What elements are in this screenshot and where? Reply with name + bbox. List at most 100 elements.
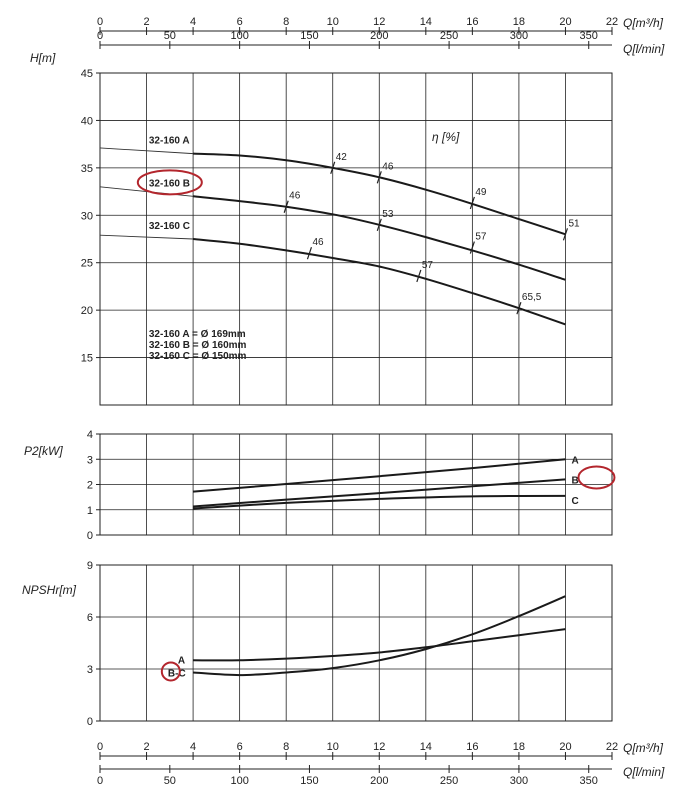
bottom-lmin-axis-tick-label-1: 50 xyxy=(164,775,176,787)
efficiency-mark-7 xyxy=(306,247,313,260)
top-m3h-axis-tick-label-11: 22 xyxy=(606,16,618,28)
bottom-m3h-axis-tick-label-4: 8 xyxy=(283,741,289,753)
npsh-axis-title: NPSHr[m] xyxy=(22,583,77,597)
efficiency-label-4: 46 xyxy=(289,191,301,202)
efficiency-label-2: 49 xyxy=(475,187,487,198)
bottom-m3h-axis-tick-label-10: 20 xyxy=(559,741,571,753)
diameter-legend-0: 32-160 A = Ø 169mm xyxy=(149,329,246,340)
efficiency-mark-8 xyxy=(416,269,422,283)
bottom-lmin-axis-tick-label-2: 100 xyxy=(230,775,248,787)
efficiency-label-0: 42 xyxy=(336,152,348,163)
bottom-lmin-axis-tick-label-6: 300 xyxy=(510,775,528,787)
top-m3h-axis-tick-label-6: 12 xyxy=(373,16,385,28)
bottom-x-axis-lmin: 0 50 100 150 200 250 300 350 xyxy=(97,765,612,787)
bottom-m3h-axis-tick-label-9: 18 xyxy=(513,741,525,753)
top-m3h-axis-tick-label-3: 6 xyxy=(237,16,243,28)
top-m3h-axis-tick-label-10: 20 xyxy=(559,16,571,28)
efficiency-label-5: 53 xyxy=(382,209,394,220)
efficiency-mark-4 xyxy=(283,200,289,213)
head-curve-c xyxy=(192,238,566,326)
top-m3h-axis-tick-label-2: 4 xyxy=(190,16,196,28)
npsh-frame xyxy=(99,564,613,722)
bottom-m3h-axis-tick-label-0: 0 xyxy=(97,741,103,753)
head-curve-label-b: 32-160 B xyxy=(149,178,190,189)
top-m3h-axis-tick-label-4: 8 xyxy=(283,16,289,28)
power-curve-c xyxy=(193,494,566,510)
top-m3h-axis-tick-label-1: 2 xyxy=(143,16,149,28)
top-m3h-axis-tick-label-5: 10 xyxy=(327,16,339,28)
top-m3h-axis-tick-label-0: 0 xyxy=(97,16,103,28)
head-ytick-label-4: 35 xyxy=(81,163,93,175)
top-x-axis-lmin-title: Q[l/min] xyxy=(623,42,665,56)
top-lmin-axis-tick-label-1: 50 xyxy=(164,30,176,42)
head-curve-label-a: 32-160 A xyxy=(149,136,190,147)
efficiency-mark-6 xyxy=(469,241,475,254)
bottom-lmin-axis-tick-label-0: 0 xyxy=(97,775,103,787)
head-frame xyxy=(99,72,613,406)
efficiency-label-7: 46 xyxy=(312,237,324,248)
power-ytick-label-0: 0 xyxy=(87,530,93,542)
top-m3h-axis-tick-label-8: 16 xyxy=(466,16,478,28)
bottom-lmin-axis-tick-label-5: 250 xyxy=(440,775,458,787)
top-lmin-axis-tick-label-2: 100 xyxy=(230,30,248,42)
npsh-curve-a xyxy=(193,628,566,662)
bottom-m3h-axis-tick-label-2: 4 xyxy=(190,741,196,753)
top-x-axis-m3h-title: Q[m³/h] xyxy=(623,16,664,30)
efficiency-mark-5 xyxy=(376,218,382,231)
npsh-label-bc: B-C xyxy=(168,668,186,679)
power-ytick-label-3: 3 xyxy=(87,454,93,466)
efficiency-mark-2 xyxy=(469,196,475,210)
power-curve-label-b: B xyxy=(571,475,578,486)
power-ytick-label-4: 4 xyxy=(87,429,93,441)
head-ytick-label-0: 15 xyxy=(81,353,93,365)
top-lmin-axis-tick-label-4: 200 xyxy=(370,30,388,42)
top-m3h-axis-tick-label-7: 14 xyxy=(420,16,432,28)
power-axis-title: P2[kW] xyxy=(24,444,63,458)
head-ytick-label-1: 20 xyxy=(81,305,93,317)
npsh-panel: 0 3 6 9 A B-C xyxy=(87,560,613,728)
diameter-legend-1: 32-160 B = Ø 160mm xyxy=(149,340,247,351)
highlight-power-b-circle xyxy=(577,465,616,490)
top-lmin-axis-tick-label-6: 300 xyxy=(510,30,528,42)
power-curve-a xyxy=(193,458,566,493)
efficiency-mark-0 xyxy=(330,161,336,175)
head-ytick-label-6: 45 xyxy=(81,68,93,80)
head-curve-label-c: 32-160 C xyxy=(149,221,190,232)
power-curve-label-a: A xyxy=(571,455,578,466)
bottom-m3h-axis-tick-label-1: 2 xyxy=(143,741,149,753)
head-ytick-label-5: 40 xyxy=(81,115,93,127)
bottom-lmin-axis-tick-label-7: 350 xyxy=(580,775,598,787)
npsh-ytick-label-1: 3 xyxy=(87,664,93,676)
head-ytick-label-2: 25 xyxy=(81,258,93,270)
bottom-m3h-axis-tick-label-3: 6 xyxy=(237,741,243,753)
top-x-axis-m3h: 0 2 4 6 8 10 12 14 16 18 20 22 xyxy=(97,16,618,35)
npsh-curve-b-c xyxy=(193,595,566,677)
top-lmin-axis-tick-label-7: 350 xyxy=(580,30,598,42)
npsh-label-a: A xyxy=(178,655,185,666)
head-ytick-label-3: 30 xyxy=(81,210,93,222)
highlight-b-ellipse xyxy=(136,169,203,196)
efficiency-label-8: 57 xyxy=(422,260,434,271)
npsh-ytick-label-2: 6 xyxy=(87,612,93,624)
npsh-ytick-label-0: 0 xyxy=(87,716,93,728)
bottom-m3h-axis-tick-label-11: 22 xyxy=(606,741,618,753)
efficiency-label-1: 46 xyxy=(382,161,394,172)
bottom-m3h-axis-tick-label-8: 16 xyxy=(466,741,478,753)
power-panel: 0 1 2 3 4 ABC xyxy=(87,429,616,542)
efficiency-label-3: 51 xyxy=(568,218,580,229)
top-x-axis-lmin: 0 50 100 150 200 250 300 350 xyxy=(97,30,612,49)
efficiency-mark-9 xyxy=(516,302,522,315)
npsh-ytick-label-3: 9 xyxy=(87,560,93,572)
head-axis-title: H[m] xyxy=(30,51,56,65)
top-m3h-axis-tick-label-9: 18 xyxy=(513,16,525,28)
bottom-x-axis-m3h-title: Q[m³/h] xyxy=(623,741,664,755)
power-curve-label-c: C xyxy=(571,496,578,507)
bottom-x-axis-lmin-title: Q[l/min] xyxy=(623,765,665,779)
bottom-lmin-axis-tick-label-4: 200 xyxy=(370,775,388,787)
efficiency-label-9: 65,5 xyxy=(522,292,542,303)
top-lmin-axis-tick-label-5: 250 xyxy=(440,30,458,42)
head-panel: 15 20 25 30 35 40 45 32-160 A 32-160 B 32-160 C 42… xyxy=(81,68,613,406)
top-lmin-axis-tick-label-0: 0 xyxy=(97,30,103,42)
bottom-lmin-axis-tick-label-3: 150 xyxy=(300,775,318,787)
